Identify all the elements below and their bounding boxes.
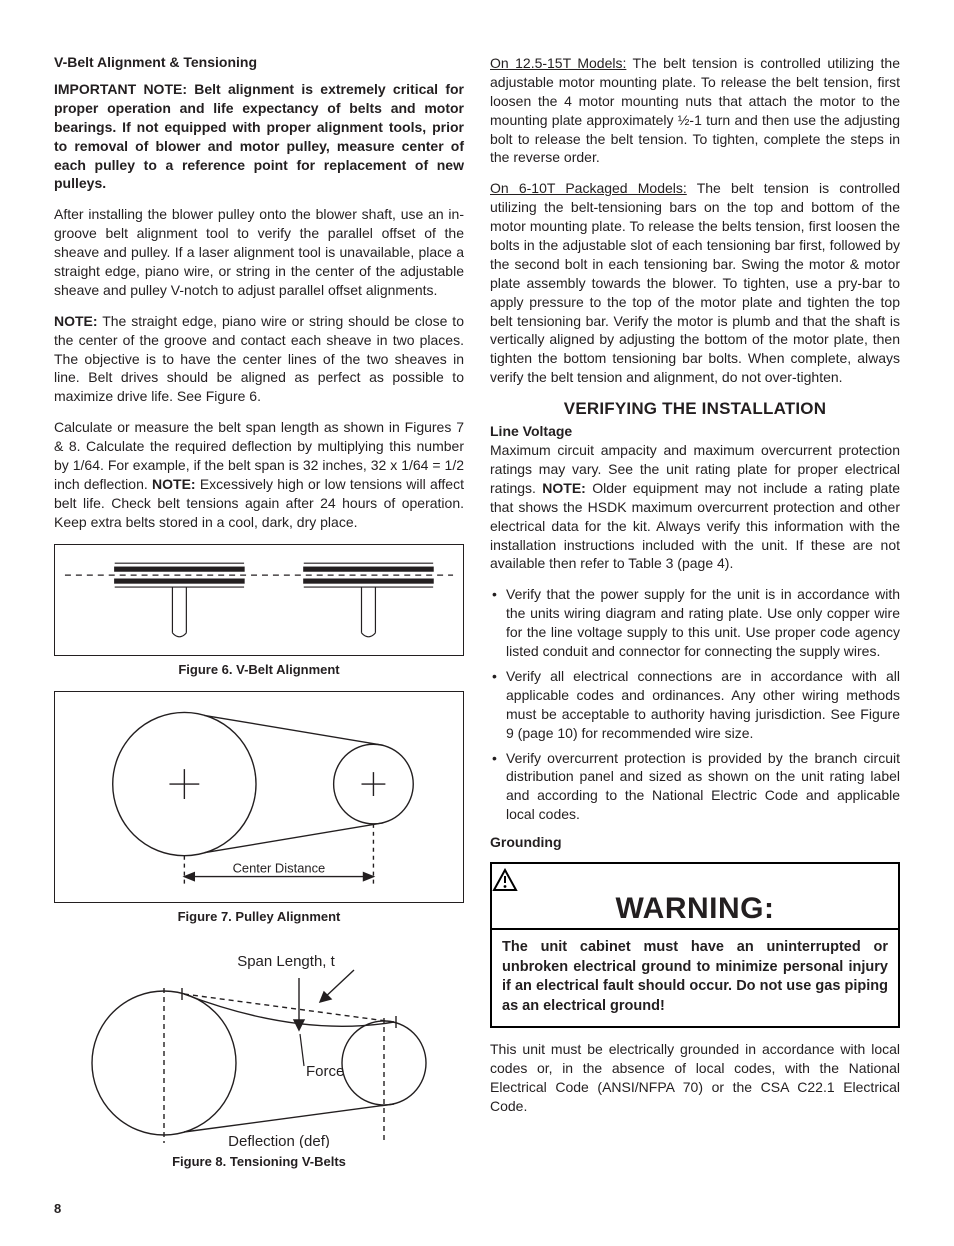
verifying-heading: VERIFYING THE INSTALLATION [490,399,900,419]
grounding-heading: Grounding [490,834,900,850]
bullet-2: Verify all electrical connections are in… [490,667,900,743]
important-note: IMPORTANT NOTE: Belt alignment is extrem… [54,80,464,193]
warning-body: The unit cabinet must have an uninterrup… [492,928,898,1026]
page-number: 8 [54,1201,900,1216]
figure-6-box [54,544,464,656]
vbelt-heading: V-Belt Alignment & Tensioning [54,54,464,70]
lead-6-10t: On 6-10T Packaged Models: [490,180,687,196]
note-label: NOTE: [54,313,98,329]
figure-8-caption: Figure 8. Tensioning V-Belts [54,1154,464,1169]
left-column: V-Belt Alignment & Tensioning IMPORTANT … [54,54,464,1183]
para-install: After installing the blower pulley onto … [54,205,464,299]
deflection-note-label: NOTE: [152,476,196,492]
fig8-span-label: Span Length, t [237,953,335,970]
line-voltage-heading: Line Voltage [490,423,900,439]
figure-7-caption: Figure 7. Pulley Alignment [54,909,464,924]
lead-125-15t: On 12.5-15T Models: [490,55,626,71]
line-voltage-para: Maximum circuit ampacity and maximum ove… [490,441,900,573]
figure-8-svg: Span Length, t Force Deflection (def) [54,938,464,1148]
fig8-force-label: Force [306,1063,344,1080]
fig8-deflection-label: Deflection (def) [228,1133,330,1148]
fig7-center-distance-label: Center Distance [233,860,326,875]
figure-6-svg [55,545,463,655]
figure-6-caption: Figure 6. V-Belt Alignment [54,662,464,677]
figure-7-box: Center Distance [54,691,464,903]
warning-title: WARNING: [616,892,775,925]
figure-8-box: Span Length, t Force Deflection (def) [54,938,464,1148]
para-deflection: Calculate or measure the belt span lengt… [54,418,464,531]
body-125-15t: The belt tension is controlled utilizing… [490,55,900,165]
warning-triangle-icon [492,868,518,892]
warning-box: WARNING: The unit cabinet must have an u… [490,862,900,1028]
verify-bullets: Verify that the power supply for the uni… [490,585,900,824]
para-6-10t: On 6-10T Packaged Models: The belt tensi… [490,179,900,387]
para-125-15t: On 12.5-15T Models: The belt tension is … [490,54,900,167]
bullet-1: Verify that the power supply for the uni… [490,585,900,661]
warning-head: WARNING: [492,864,898,928]
grounding-para: This unit must be electrically grounded … [490,1040,900,1116]
body-6-10t: The belt tension is controlled utilizing… [490,180,900,385]
para-note-straightedge: NOTE: The straight edge, piano wire or s… [54,312,464,406]
note-body: The straight edge, piano wire or string … [54,313,464,405]
two-column-layout: V-Belt Alignment & Tensioning IMPORTANT … [54,54,900,1183]
right-column: On 12.5-15T Models: The belt tension is … [490,54,900,1183]
lv-note-label: NOTE: [542,480,586,496]
bullet-3: Verify overcurrent protection is provide… [490,749,900,825]
figure-7-svg: Center Distance [55,692,463,902]
